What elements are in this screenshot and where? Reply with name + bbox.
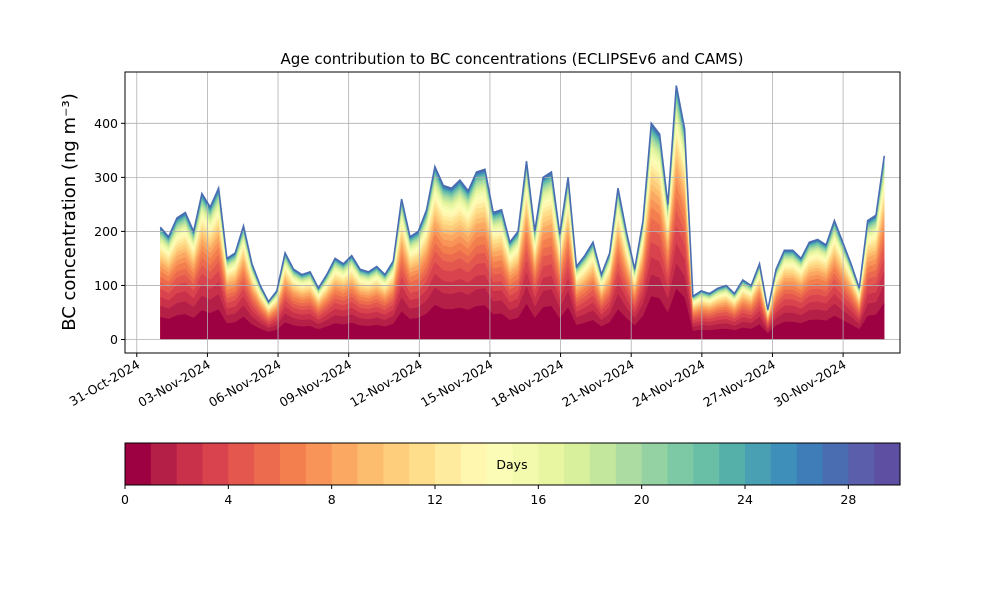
colorbar-segment (538, 443, 565, 485)
y-axis: 0 100 200 300 400 (94, 116, 125, 347)
colorbar-frame (124, 442, 901, 486)
colorbar-segment (331, 443, 359, 485)
y-tick-label: 200 (94, 224, 118, 239)
colorbar-label: Days (496, 457, 527, 472)
colorbar-segment (409, 443, 436, 485)
colorbar-segment (125, 443, 152, 485)
y-tick-label: 100 (94, 278, 118, 293)
colorbar-segment (874, 443, 901, 485)
colorbar-segment (176, 443, 204, 485)
x-tick-label: 30-Nov-2024 (771, 357, 849, 410)
age-band-2 (160, 243, 885, 340)
colorbar-tick-label: 4 (224, 492, 232, 507)
colorbar-tick-label: 0 (121, 492, 129, 507)
colorbar-tick-label: 12 (427, 492, 443, 507)
colorbar-segment (228, 443, 255, 485)
total-concentration-line (159, 85, 886, 310)
colorbar-segment (512, 443, 539, 485)
y-tick-label: 300 (94, 170, 118, 185)
colorbar-segment (357, 443, 384, 485)
x-tick-label: 27-Nov-2024 (700, 357, 778, 410)
colorbar-segment (590, 443, 617, 485)
colorbar-segment (460, 443, 488, 485)
age-band-1 (160, 263, 885, 340)
colorbar-segment (641, 443, 669, 485)
colorbar-segment (693, 443, 720, 485)
colorbar-segment (254, 443, 281, 485)
x-tick-label: 18-Nov-2024 (489, 357, 567, 410)
colorbar-segment (719, 443, 746, 485)
colorbar-segment (667, 443, 694, 485)
x-tick-label: 12-Nov-2024 (347, 357, 425, 410)
x-tick-label: 24-Nov-2024 (630, 357, 708, 410)
y-axis-label: BC concentration (ng m⁻³) (59, 93, 80, 331)
colorbar-tick-label: 20 (634, 492, 650, 507)
total-line (159, 85, 886, 310)
colorbar-segment (745, 443, 772, 485)
colorbar: 0 4 8 12 16 20 24 28 (121, 442, 901, 507)
plot-frame (124, 71, 901, 354)
x-tick-label: 09-Nov-2024 (277, 357, 355, 410)
x-tick-label: 06-Nov-2024 (206, 357, 284, 410)
y-tick-label: 0 (110, 332, 118, 347)
chart-title: Age contribution to BC concentrations (E… (281, 50, 744, 68)
colorbar-segment (435, 443, 462, 485)
grid-lines (125, 72, 900, 353)
colorbar-segment (150, 443, 178, 485)
y-tick-label: 400 (94, 116, 118, 131)
colorbar-tick-label: 24 (737, 492, 753, 507)
colorbar-segment (305, 443, 333, 485)
colorbar-tick-label: 28 (840, 492, 856, 507)
x-tick-label: 21-Nov-2024 (559, 357, 637, 410)
colorbar-segment (615, 443, 643, 485)
x-tick-label: 03-Nov-2024 (135, 357, 213, 410)
colorbar-segment (564, 443, 591, 485)
colorbar-segment (280, 443, 307, 485)
colorbar-segment (383, 443, 410, 485)
colorbar-segment (796, 443, 824, 485)
colorbar-segment (848, 443, 875, 485)
colorbar-tick-label: 16 (530, 492, 546, 507)
colorbar-segment (202, 443, 229, 485)
age-band-0 (160, 288, 885, 340)
colorbar-segment (822, 443, 849, 485)
colorbar-tick-label: 8 (328, 492, 336, 507)
x-axis: 31-Oct-202403-Nov-202406-Nov-202409-Nov-… (67, 353, 849, 410)
x-tick-label: 15-Nov-2024 (418, 357, 496, 410)
colorbar-segment (770, 443, 798, 485)
colorbar-segment (486, 443, 514, 485)
x-tick-label: 31-Oct-2024 (67, 357, 143, 409)
